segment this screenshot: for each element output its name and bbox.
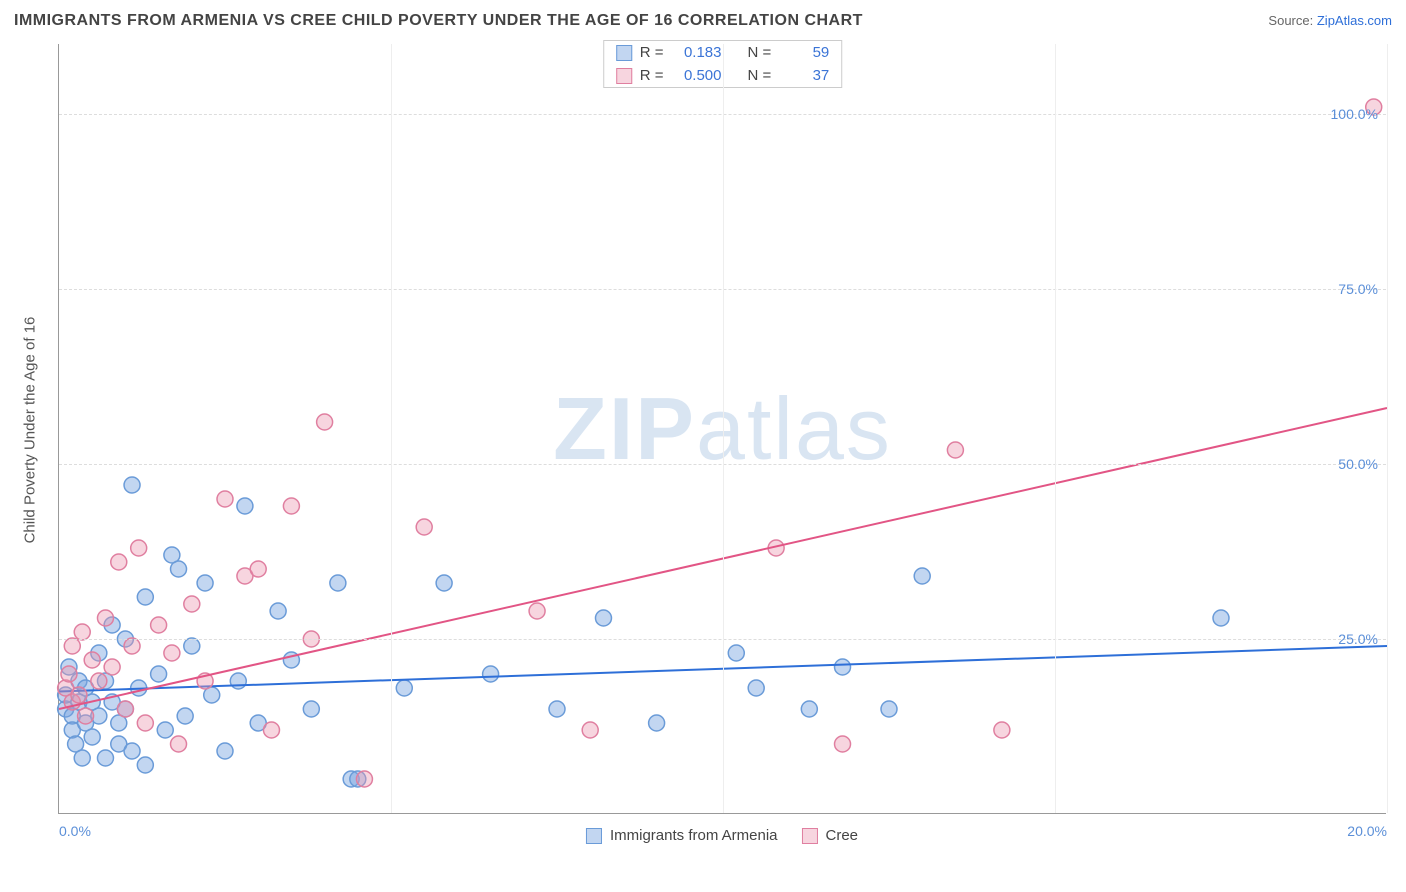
- legend-item-armenia: Immigrants from Armenia: [586, 827, 778, 844]
- data-point-armenia: [595, 610, 611, 626]
- n-label: N =: [748, 67, 772, 84]
- legend-swatch: [586, 828, 602, 844]
- data-point-armenia: [217, 743, 233, 759]
- legend-swatch: [802, 828, 818, 844]
- data-point-armenia: [184, 638, 200, 654]
- r-label: R =: [640, 67, 664, 84]
- gridline-vertical: [1055, 44, 1056, 813]
- data-point-armenia: [137, 589, 153, 605]
- y-axis-label: Child Poverty Under the Age of 16: [22, 317, 39, 544]
- data-point-armenia: [483, 666, 499, 682]
- legend-label: Immigrants from Armenia: [610, 827, 778, 844]
- data-point-cree: [74, 624, 90, 640]
- y-tick-label: 25.0%: [1338, 631, 1378, 647]
- data-point-armenia: [97, 750, 113, 766]
- data-point-armenia: [835, 659, 851, 675]
- data-point-armenia: [881, 701, 897, 717]
- data-point-cree: [151, 617, 167, 633]
- data-point-cree: [356, 771, 372, 787]
- legend-swatch: [616, 45, 632, 61]
- data-point-armenia: [914, 568, 930, 584]
- data-point-cree: [164, 645, 180, 661]
- data-point-armenia: [177, 708, 193, 724]
- data-point-armenia: [748, 680, 764, 696]
- x-tick-label: 20.0%: [1347, 823, 1387, 839]
- data-point-armenia: [549, 701, 565, 717]
- data-point-cree: [835, 736, 851, 752]
- n-value: 37: [779, 67, 829, 84]
- data-point-armenia: [151, 666, 167, 682]
- data-point-cree: [64, 638, 80, 654]
- x-tick-label: 0.0%: [59, 823, 91, 839]
- data-point-armenia: [157, 722, 173, 738]
- data-point-cree: [994, 722, 1010, 738]
- data-point-cree: [171, 736, 187, 752]
- data-point-armenia: [728, 645, 744, 661]
- data-point-cree: [104, 659, 120, 675]
- data-point-armenia: [270, 603, 286, 619]
- y-tick-label: 100.0%: [1331, 106, 1378, 122]
- series-legend: Immigrants from Armenia Cree: [586, 827, 858, 844]
- data-point-armenia: [84, 729, 100, 745]
- gridline-vertical: [723, 44, 724, 813]
- data-point-armenia: [303, 701, 319, 717]
- data-point-armenia: [801, 701, 817, 717]
- gridline-vertical: [1387, 44, 1388, 813]
- y-tick-label: 50.0%: [1338, 456, 1378, 472]
- data-point-armenia: [124, 477, 140, 493]
- data-point-cree: [184, 596, 200, 612]
- data-point-cree: [97, 610, 113, 626]
- n-label: N =: [748, 44, 772, 61]
- y-tick-label: 75.0%: [1338, 281, 1378, 297]
- data-point-cree: [250, 561, 266, 577]
- data-point-cree: [71, 687, 87, 703]
- data-point-cree: [283, 498, 299, 514]
- data-point-armenia: [436, 575, 452, 591]
- data-point-cree: [582, 722, 598, 738]
- data-point-armenia: [124, 743, 140, 759]
- source-attribution: Source: ZipAtlas.com: [1268, 13, 1392, 28]
- data-point-armenia: [1213, 610, 1229, 626]
- r-value: 0.500: [672, 67, 722, 84]
- data-point-cree: [61, 666, 77, 682]
- data-point-cree: [947, 442, 963, 458]
- data-point-cree: [131, 540, 147, 556]
- n-value: 59: [779, 44, 829, 61]
- gridline-vertical: [391, 44, 392, 813]
- source-link[interactable]: ZipAtlas.com: [1317, 13, 1392, 28]
- data-point-cree: [78, 708, 94, 724]
- plot-region: ZIPatlas R =0.183N =59R =0.500N =37 25.0…: [58, 44, 1386, 814]
- data-point-armenia: [649, 715, 665, 731]
- source-label: Source:: [1268, 13, 1313, 28]
- data-point-cree: [111, 554, 127, 570]
- data-point-cree: [217, 491, 233, 507]
- data-point-cree: [317, 414, 333, 430]
- data-point-armenia: [137, 757, 153, 773]
- data-point-cree: [84, 652, 100, 668]
- data-point-cree: [263, 722, 279, 738]
- legend-item-cree: Cree: [802, 827, 859, 844]
- data-point-cree: [137, 715, 153, 731]
- data-point-cree: [416, 519, 432, 535]
- data-point-armenia: [171, 561, 187, 577]
- legend-swatch: [616, 68, 632, 84]
- data-point-armenia: [237, 498, 253, 514]
- data-point-armenia: [396, 680, 412, 696]
- header-row: IMMIGRANTS FROM ARMENIA VS CREE CHILD PO…: [14, 12, 1392, 30]
- data-point-cree: [91, 673, 107, 689]
- data-point-armenia: [197, 575, 213, 591]
- legend-label: Cree: [826, 827, 859, 844]
- data-point-cree: [117, 701, 133, 717]
- data-point-armenia: [330, 575, 346, 591]
- data-point-armenia: [230, 673, 246, 689]
- chart-area: ZIPatlas R =0.183N =59R =0.500N =37 25.0…: [58, 44, 1386, 814]
- chart-title: IMMIGRANTS FROM ARMENIA VS CREE CHILD PO…: [14, 12, 863, 30]
- data-point-armenia: [74, 750, 90, 766]
- data-point-cree: [124, 638, 140, 654]
- data-point-cree: [529, 603, 545, 619]
- r-label: R =: [640, 44, 664, 61]
- r-value: 0.183: [672, 44, 722, 61]
